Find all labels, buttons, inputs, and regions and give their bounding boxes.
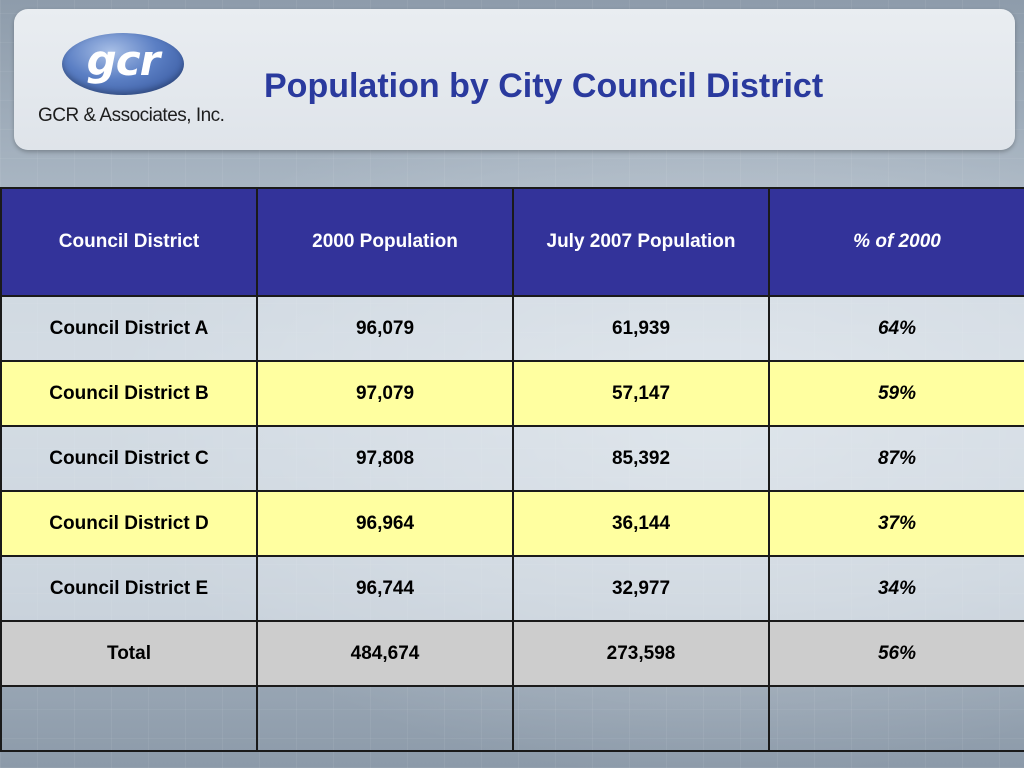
pct-cell: 37% bbox=[768, 490, 1024, 557]
pct-cell: 64% bbox=[768, 295, 1024, 362]
table-total-row: Total 484,674 273,598 56% bbox=[0, 620, 1024, 687]
header-panel: gcr GCR & Associates, Inc. Population by… bbox=[14, 9, 1015, 150]
table-row: Council District E 96,744 32,977 34% bbox=[0, 555, 1024, 622]
district-cell: Council District E bbox=[0, 555, 258, 622]
pop2007-cell: 36,144 bbox=[512, 490, 770, 557]
column-header-pop2007: July 2007 Population bbox=[512, 187, 770, 297]
table-row: Council District A 96,079 61,939 64% bbox=[0, 295, 1024, 362]
pop2000-cell: 96,744 bbox=[256, 555, 514, 622]
empty-cell bbox=[256, 685, 514, 752]
pct-cell: 87% bbox=[768, 425, 1024, 492]
logo-caption: GCR & Associates, Inc. bbox=[38, 105, 225, 126]
column-header-pop2000: 2000 Population bbox=[256, 187, 514, 297]
pop2007-cell: 32,977 bbox=[512, 555, 770, 622]
column-header-district: Council District bbox=[0, 187, 258, 297]
table-header-row: Council District 2000 Population July 20… bbox=[0, 187, 1024, 297]
page-title: Population by City Council District bbox=[264, 67, 824, 105]
pop2000-cell: 97,808 bbox=[256, 425, 514, 492]
pct-cell: 59% bbox=[768, 360, 1024, 427]
column-header-pct: % of 2000 bbox=[768, 187, 1024, 297]
pop2000-cell: 96,964 bbox=[256, 490, 514, 557]
district-cell: Council District B bbox=[0, 360, 258, 427]
pop2000-cell: 96,079 bbox=[256, 295, 514, 362]
pop2007-cell: 57,147 bbox=[512, 360, 770, 427]
total-pop2000-cell: 484,674 bbox=[256, 620, 514, 687]
pop2000-cell: 97,079 bbox=[256, 360, 514, 427]
pct-cell: 34% bbox=[768, 555, 1024, 622]
table-row: Council District C 97,808 85,392 87% bbox=[0, 425, 1024, 492]
total-pop2007-cell: 273,598 bbox=[512, 620, 770, 687]
company-logo: gcr GCR & Associates, Inc. bbox=[38, 29, 228, 139]
table-row: Council District D 96,964 36,144 37% bbox=[0, 490, 1024, 557]
logo-mark: gcr bbox=[86, 36, 161, 85]
pop2007-cell: 61,939 bbox=[512, 295, 770, 362]
pop2007-cell: 85,392 bbox=[512, 425, 770, 492]
empty-cell bbox=[0, 685, 258, 752]
total-pct-cell: 56% bbox=[768, 620, 1024, 687]
empty-cell bbox=[512, 685, 770, 752]
logo-oval bbox=[62, 33, 184, 95]
district-cell: Council District D bbox=[0, 490, 258, 557]
empty-cell bbox=[768, 685, 1024, 752]
population-table: Council District 2000 Population July 20… bbox=[0, 187, 1024, 752]
district-cell: Council District C bbox=[0, 425, 258, 492]
total-label-cell: Total bbox=[0, 620, 258, 687]
table-row: Council District B 97,079 57,147 59% bbox=[0, 360, 1024, 427]
district-cell: Council District A bbox=[0, 295, 258, 362]
table-empty-row bbox=[0, 685, 1024, 752]
